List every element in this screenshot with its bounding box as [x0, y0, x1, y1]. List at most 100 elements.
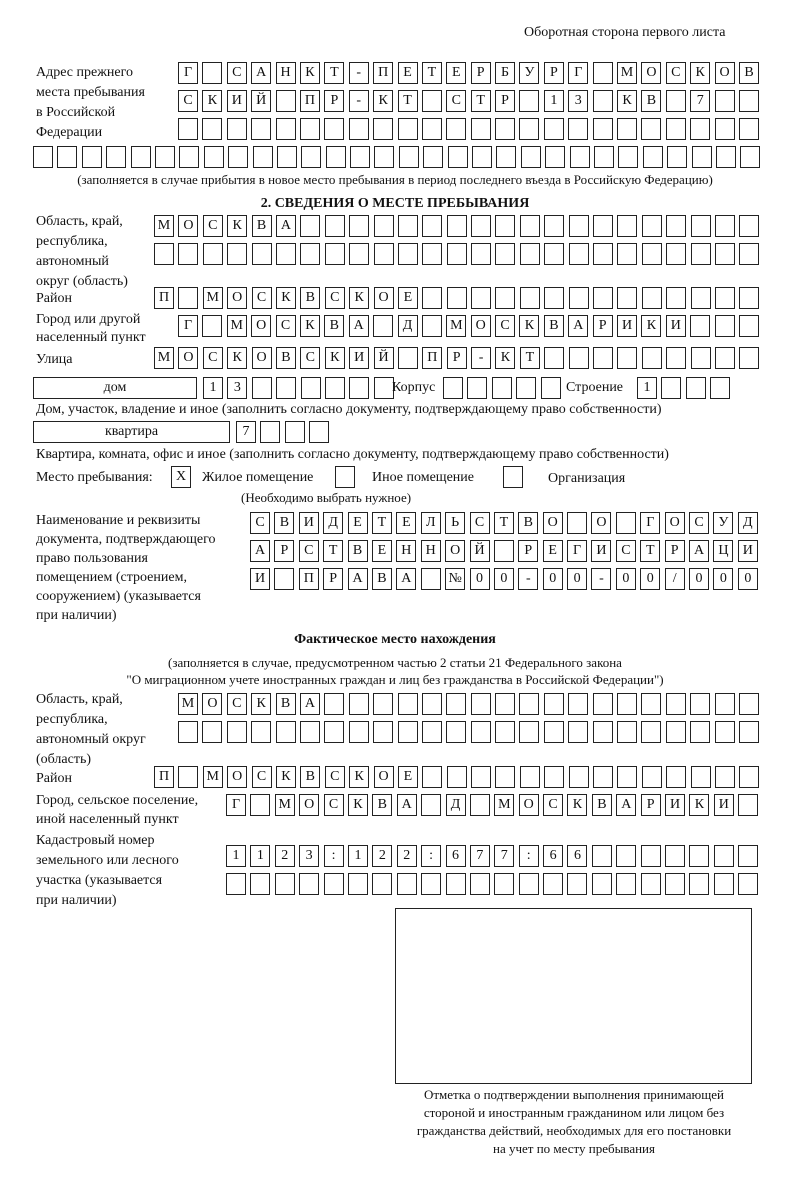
char-cell[interactable]: 6 [445, 845, 466, 867]
char-cell[interactable]: В [591, 794, 612, 816]
char-cell[interactable]: Г [640, 512, 661, 534]
char-cell[interactable] [617, 693, 638, 715]
char-cell[interactable] [373, 118, 394, 140]
char-cell[interactable] [685, 377, 706, 399]
char-cell[interactable] [544, 215, 565, 237]
char-cell[interactable]: М [494, 794, 515, 816]
char-cell[interactable]: О [251, 315, 272, 337]
char-cell[interactable] [178, 721, 198, 743]
char-cell[interactable] [714, 347, 735, 369]
char-cell[interactable] [495, 118, 516, 140]
char-cell[interactable]: К [373, 90, 394, 112]
char-cell[interactable] [568, 243, 589, 265]
char-cell[interactable]: К [641, 315, 662, 337]
char-cell[interactable] [666, 766, 687, 788]
char-cell[interactable] [641, 287, 662, 309]
char-cell[interactable] [421, 315, 442, 337]
char-cell[interactable]: 0 [615, 568, 636, 590]
char-cell[interactable]: К [324, 347, 345, 369]
char-cell[interactable] [738, 315, 759, 337]
char-cell[interactable]: Р [518, 540, 539, 562]
char-cell[interactable] [617, 287, 638, 309]
char-cell[interactable]: Г [226, 794, 246, 816]
char-cell[interactable] [178, 287, 199, 309]
char-cell[interactable] [421, 794, 442, 816]
char-cell[interactable]: Е [397, 287, 418, 309]
char-cell[interactable]: Г [178, 315, 198, 337]
char-cell[interactable]: М [226, 315, 247, 337]
char-cell[interactable] [545, 146, 566, 168]
char-cell[interactable]: Т [470, 90, 491, 112]
char-cell[interactable] [130, 146, 151, 168]
checkbox-organization[interactable] [503, 466, 523, 488]
char-cell[interactable] [738, 794, 759, 816]
char-cell[interactable] [739, 243, 760, 265]
char-cell[interactable] [491, 377, 512, 399]
char-cell[interactable] [421, 721, 442, 743]
apartment-type-field[interactable]: квартира [33, 421, 230, 443]
char-cell[interactable] [202, 118, 223, 140]
char-cell[interactable]: 0 [469, 568, 490, 590]
char-cell[interactable] [544, 243, 565, 265]
char-cell[interactable]: 3 [568, 90, 589, 112]
char-cell[interactable]: Т [640, 540, 661, 562]
actual-region-row-2[interactable] [178, 721, 759, 743]
char-cell[interactable]: Е [397, 766, 418, 788]
char-cell[interactable] [373, 243, 394, 265]
char-cell[interactable] [519, 693, 540, 715]
char-cell[interactable]: О [664, 512, 685, 534]
char-cell[interactable] [260, 421, 281, 443]
char-cell[interactable]: К [690, 62, 711, 84]
char-cell[interactable] [324, 377, 345, 399]
char-cell[interactable]: О [641, 62, 662, 84]
char-cell[interactable] [640, 845, 661, 867]
char-cell[interactable] [519, 90, 540, 112]
char-cell[interactable] [447, 146, 468, 168]
char-cell[interactable] [690, 315, 711, 337]
char-cell[interactable]: С [250, 512, 270, 534]
char-cell[interactable]: Е [347, 512, 368, 534]
char-cell[interactable] [496, 146, 517, 168]
char-cell[interactable] [690, 287, 711, 309]
char-cell[interactable] [446, 243, 467, 265]
char-cell[interactable] [641, 766, 662, 788]
char-cell[interactable] [519, 287, 540, 309]
char-cell[interactable]: С [178, 90, 198, 112]
char-cell[interactable]: В [641, 90, 662, 112]
char-cell[interactable]: О [445, 540, 466, 562]
char-cell[interactable] [226, 873, 246, 895]
char-cell[interactable] [739, 215, 760, 237]
char-cell[interactable]: Н [396, 540, 417, 562]
char-cell[interactable] [618, 146, 639, 168]
char-cell[interactable]: И [737, 540, 758, 562]
char-cell[interactable]: 2 [372, 845, 393, 867]
char-cell[interactable] [715, 146, 736, 168]
char-cell[interactable] [665, 873, 686, 895]
char-cell[interactable]: Л [420, 512, 441, 534]
char-cell[interactable] [519, 766, 540, 788]
char-cell[interactable] [543, 873, 564, 895]
char-cell[interactable]: А [275, 215, 296, 237]
char-cell[interactable] [178, 243, 199, 265]
char-cell[interactable]: 0 [689, 568, 710, 590]
char-cell[interactable]: Д [737, 512, 758, 534]
char-cell[interactable] [347, 873, 368, 895]
char-cell[interactable] [738, 90, 759, 112]
char-cell[interactable]: А [348, 315, 369, 337]
char-cell[interactable] [446, 118, 467, 140]
char-cell[interactable] [714, 721, 735, 743]
char-cell[interactable] [446, 721, 467, 743]
char-cell[interactable]: Р [664, 540, 685, 562]
char-cell[interactable] [714, 693, 735, 715]
char-cell[interactable]: М [202, 766, 223, 788]
char-cell[interactable]: В [543, 315, 564, 337]
char-cell[interactable] [350, 146, 371, 168]
char-cell[interactable] [178, 118, 198, 140]
char-cell[interactable]: С [665, 62, 686, 84]
char-cell[interactable] [739, 766, 760, 788]
char-cell[interactable]: В [371, 568, 392, 590]
char-cell[interactable] [543, 721, 564, 743]
